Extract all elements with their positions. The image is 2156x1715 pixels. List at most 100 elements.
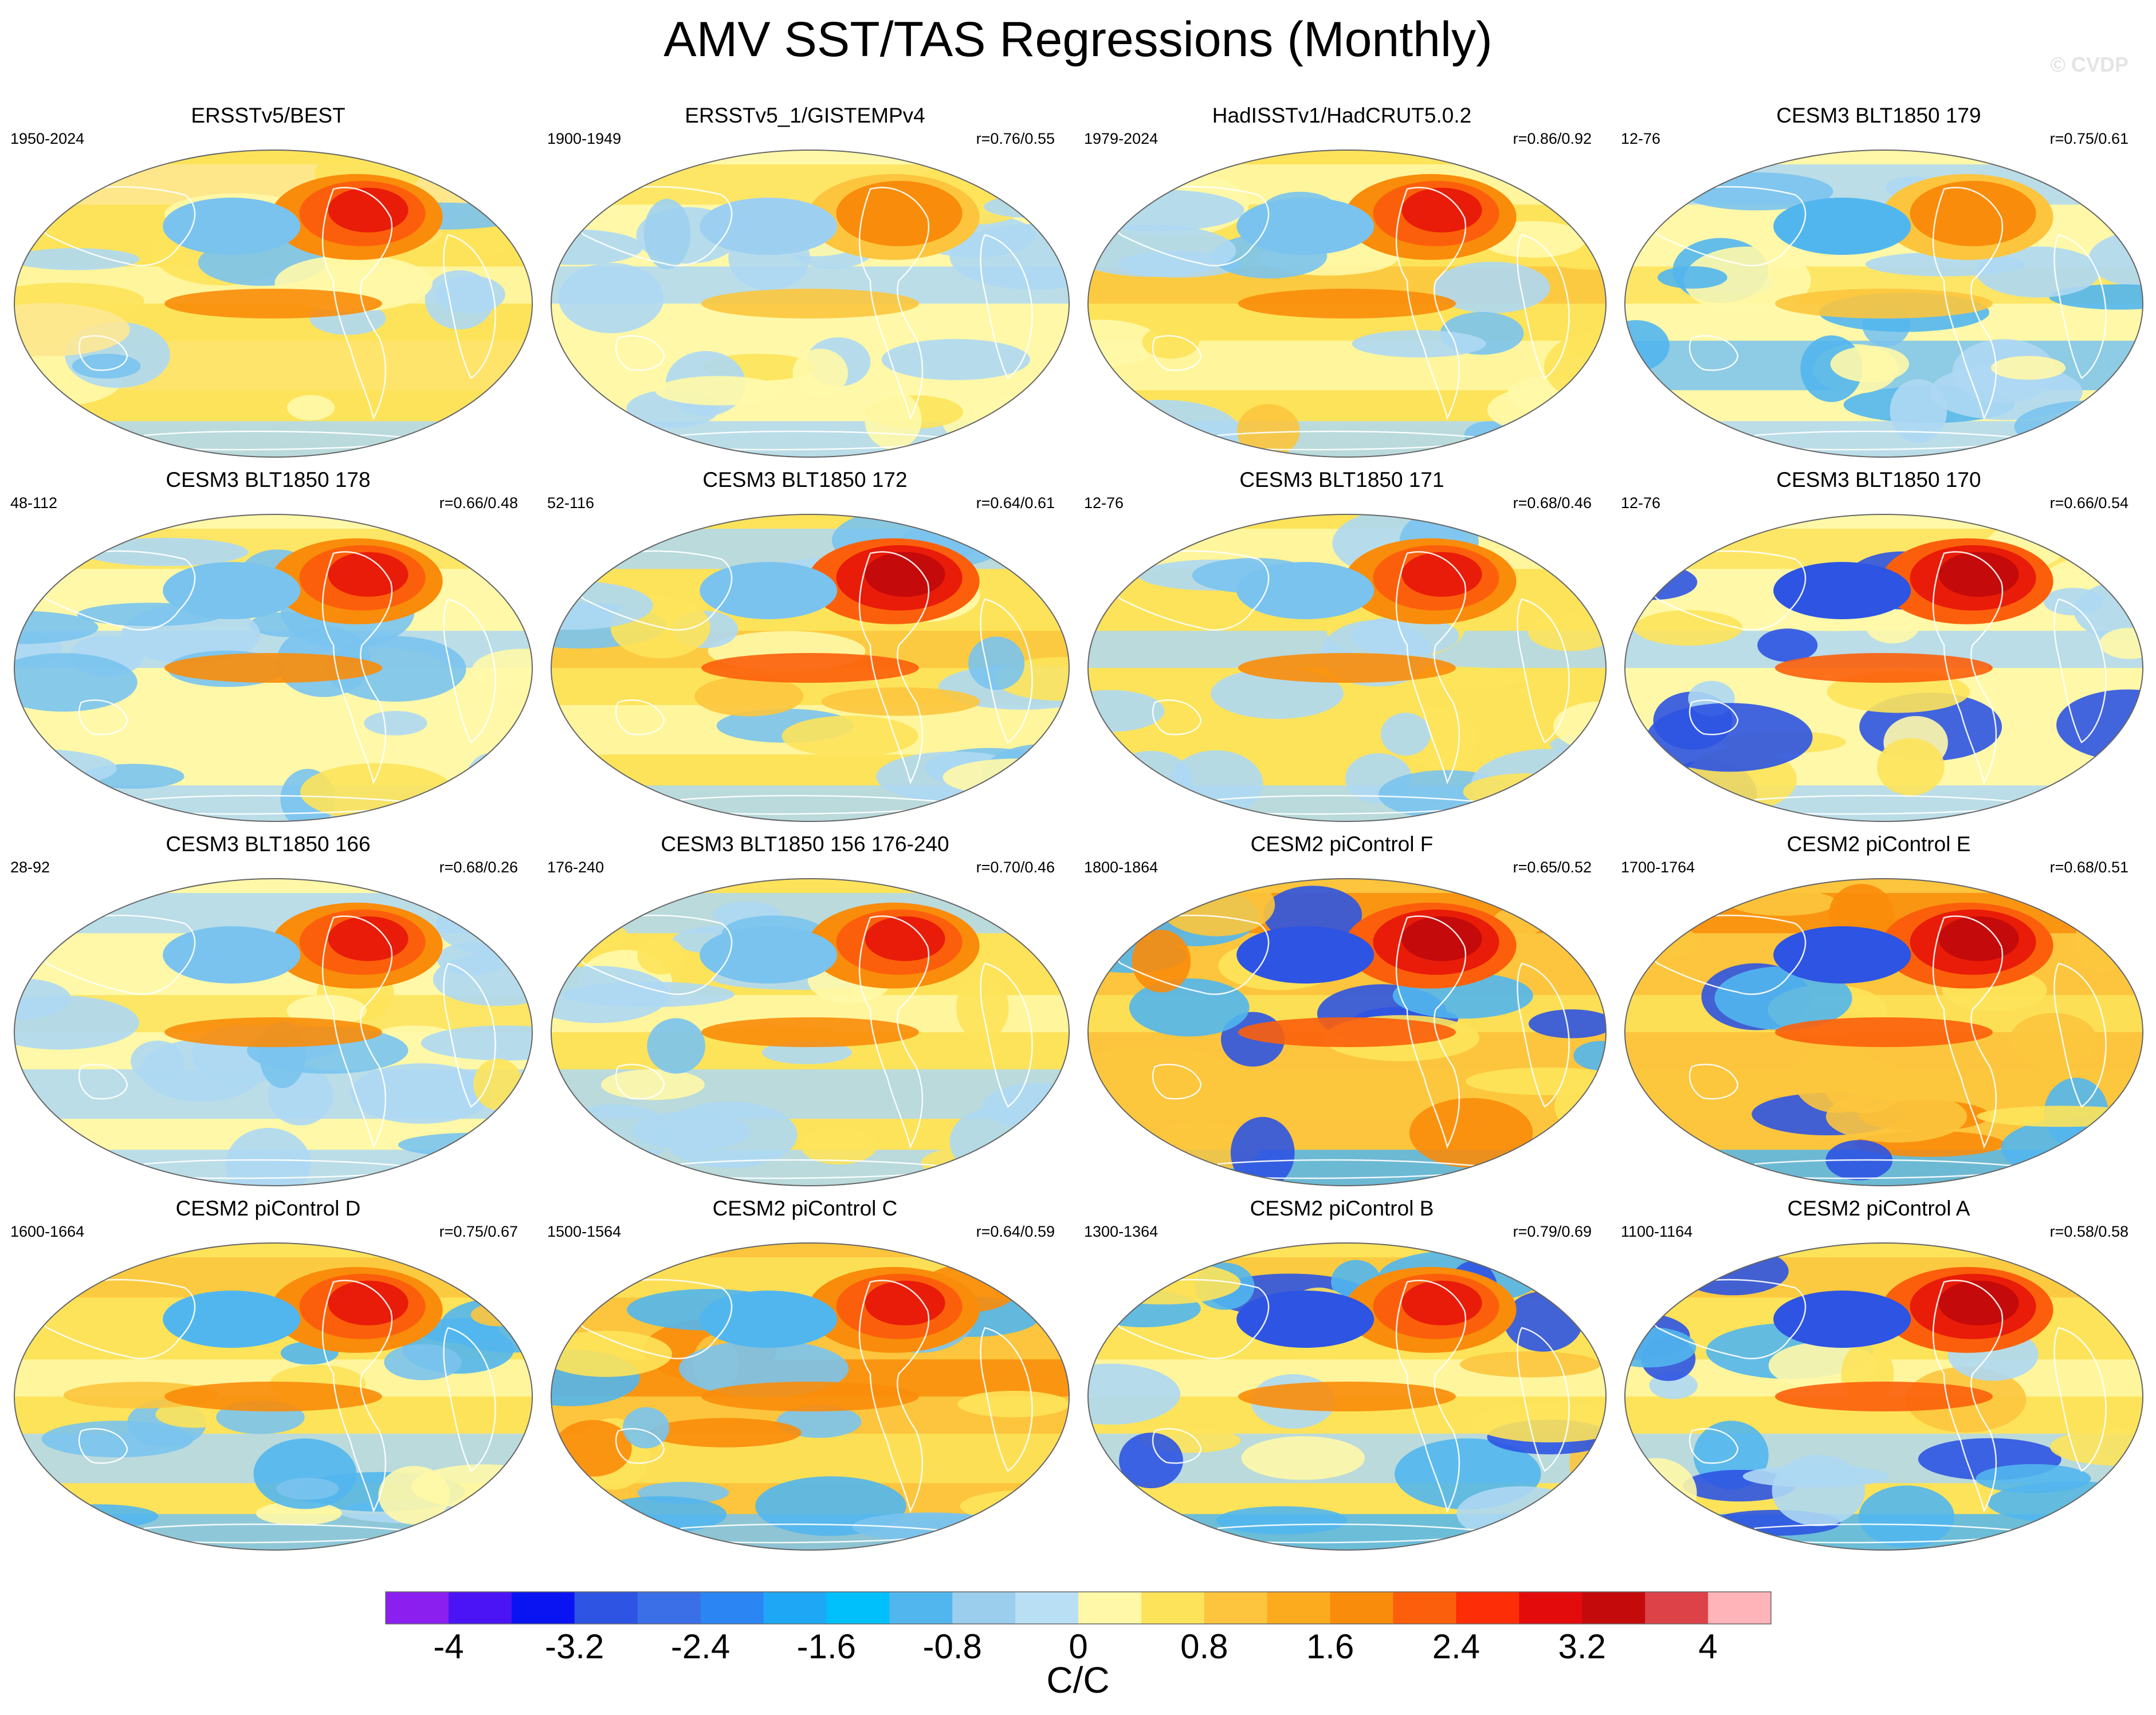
coastline [2053,234,2107,379]
panel-period: 52-116 [547,494,595,512]
coastline [1106,550,1270,631]
panel-period: 1100-1164 [1621,1223,1693,1240]
field-blob [1380,713,1431,756]
field-band [14,705,532,755]
coastline [443,1327,496,1472]
field-blob [1625,1327,1696,1368]
global-map [1624,878,2143,1186]
colorbar-tick-label: 0.8 [1180,1627,1228,1666]
map-panel: CESM3 BLT1850 171 12-76 r=0.68/0.46 [1078,467,1607,825]
panel-correlation: r=0.66/0.54 [2049,494,2128,512]
coastline [569,1279,733,1359]
map-panel: CESM3 BLT1850 178 48-112 r=0.66/0.48 [5,467,533,825]
field-blob [1129,978,1250,1037]
coastline [1395,187,1467,420]
field-blob [1528,1009,1606,1039]
panel-period: 1950-2024 [10,130,85,147]
panel-period: 176-240 [547,859,604,876]
map-border [1624,150,2143,458]
map-panel: CESM2 piControl D 1600-1664 r=0.75/0.67 [5,1196,533,1554]
field-blob [14,248,140,270]
field-blob [1119,1433,1183,1489]
field-blob [1977,1106,2143,1127]
colorbar-swatch [952,1592,1016,1624]
field-blob [1714,966,1852,1030]
map-panel: CESM3 BLT1850 156 176-240 176-240 r=0.70/0… [541,832,1070,1190]
field-blob [1216,1506,1348,1535]
colorbar-swatch [1078,1592,1142,1624]
map-border [1624,514,2143,822]
map-border [1087,514,1607,822]
field-band [1088,705,1606,755]
field-blob [1007,514,1069,579]
coastline [78,699,128,735]
global-map [1624,1242,2143,1551]
field-blob [1409,1098,1533,1168]
map-panel: CESM2 piControl C 1500-1564 r=0.64/0.59 [541,1196,1070,1554]
panel-correlation: r=0.75/0.67 [439,1223,518,1240]
panel-period: 1700-1764 [1621,859,1695,876]
field-band [1088,1150,1606,1186]
field-blob [1088,1363,1181,1425]
panel-period: 12-76 [1621,494,1661,512]
field-blob [1088,1261,1241,1305]
field-blob [1088,320,1161,367]
cool-anomaly [700,926,838,984]
field-blob [558,262,664,333]
colorbar-tick-label: 0 [1069,1627,1088,1666]
map-border [1087,878,1607,1186]
coastline [569,914,733,995]
field-blob [1088,394,1157,457]
field-blob [1088,690,1165,732]
coastline [32,1279,196,1359]
global-map [1087,514,1607,822]
colorbar-swatch [1456,1592,1519,1624]
field-band [1625,785,2143,821]
field-blob [1634,610,1743,646]
coastline [615,335,665,371]
panel-correlation: r=0.68/0.51 [2049,859,2128,876]
field-blob [1824,1059,1904,1114]
field-blob [364,711,427,735]
coastline [1517,234,1570,379]
pacific-tongue [1238,1017,1456,1047]
map-border [551,1242,1070,1551]
pacific-tongue [1238,1382,1456,1411]
coastline [980,234,1033,379]
field-blob [1459,1351,1601,1378]
map-panel: CESM2 piControl E 1700-1764 r=0.68/0.51 [1615,832,2143,1190]
cool-anomaly [700,562,838,619]
coastline [569,550,733,631]
map-panel: CESM2 piControl A 1100-1164 r=0.58/0.58 [1615,1196,2143,1554]
field-blob [1757,628,1818,662]
map-panel: CESM3 BLT1850 179 12-76 r=0.75/0.61 [1615,103,2143,461]
field-blob [435,276,505,314]
coastline [1643,550,1807,631]
cool-anomaly [1773,1291,1911,1348]
coastline [321,915,393,1149]
cool-anomaly [1236,926,1375,984]
cool-anomaly [163,926,301,984]
field-blob [968,636,1025,690]
coastline [32,914,196,995]
field-blob [140,1039,264,1102]
global-map [14,514,533,822]
field-blob [921,1146,1031,1180]
field-blob [957,1390,1069,1418]
coastline [78,1064,128,1100]
coastline [321,1280,393,1513]
colorbar-swatch [1645,1592,1709,1624]
field-band [1625,421,2143,457]
colorbar-swatch [1519,1592,1582,1624]
field-blob [1676,1246,1789,1296]
colorbar-swatch [826,1592,890,1624]
colorbar-units: C/C [1046,1659,1110,1701]
map-panel: CESM3 BLT1850 170 12-76 r=0.66/0.54 [1615,467,2143,825]
field-blob [1684,246,1811,314]
panel-title: CESM3 BLT1850 166 [166,832,371,856]
coastline [2053,962,2107,1108]
map-border [551,878,1070,1186]
map-border [1087,1242,1607,1551]
pacific-tongue [701,653,919,683]
field-blob [643,199,691,269]
